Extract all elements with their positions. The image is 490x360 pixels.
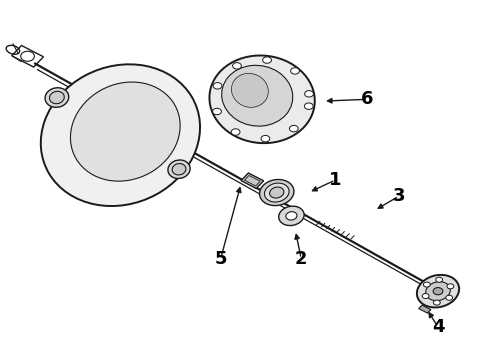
Ellipse shape: [279, 206, 304, 226]
Ellipse shape: [71, 82, 180, 181]
Text: 2: 2: [295, 250, 307, 268]
Circle shape: [423, 282, 430, 287]
Ellipse shape: [270, 187, 284, 198]
Circle shape: [422, 293, 429, 298]
Text: 6: 6: [361, 90, 373, 108]
Circle shape: [433, 288, 443, 295]
Circle shape: [213, 108, 221, 115]
Circle shape: [233, 63, 242, 69]
Circle shape: [231, 129, 240, 135]
Text: 3: 3: [392, 187, 405, 205]
Circle shape: [447, 284, 454, 289]
Ellipse shape: [426, 282, 450, 301]
Circle shape: [305, 91, 314, 97]
Ellipse shape: [49, 91, 64, 104]
Circle shape: [261, 135, 270, 142]
Ellipse shape: [265, 183, 289, 202]
Circle shape: [263, 57, 271, 63]
Ellipse shape: [41, 64, 200, 206]
Text: 1: 1: [329, 171, 342, 189]
Circle shape: [291, 68, 299, 74]
Text: 4: 4: [432, 318, 444, 336]
Circle shape: [436, 277, 442, 282]
Polygon shape: [419, 305, 431, 313]
Ellipse shape: [286, 212, 297, 220]
Polygon shape: [241, 173, 264, 188]
Ellipse shape: [209, 55, 315, 143]
Ellipse shape: [45, 88, 69, 107]
Ellipse shape: [231, 73, 269, 107]
Ellipse shape: [172, 163, 186, 175]
Circle shape: [433, 300, 440, 305]
Circle shape: [290, 125, 298, 132]
Circle shape: [446, 295, 453, 300]
Ellipse shape: [260, 180, 294, 206]
Ellipse shape: [168, 160, 190, 179]
Circle shape: [213, 82, 222, 89]
Ellipse shape: [221, 65, 293, 126]
Ellipse shape: [417, 275, 459, 307]
Text: 5: 5: [214, 250, 227, 268]
Circle shape: [304, 103, 313, 109]
